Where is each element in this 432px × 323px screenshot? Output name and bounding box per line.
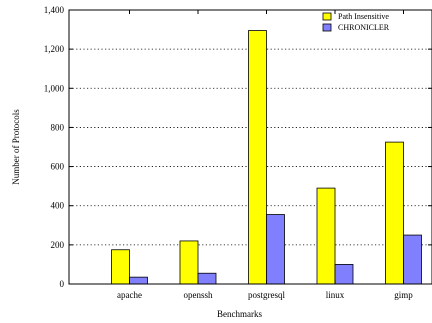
x-axis-label: Benchmarks — [217, 309, 262, 319]
bar-postgresql-path-insensitive — [248, 30, 267, 285]
bar-openssh-chronicler — [197, 272, 217, 285]
legend: Path Insensitive CHRONICLER — [322, 12, 390, 32]
legend-swatch — [322, 23, 332, 32]
bar-openssh-path-insensitive — [179, 240, 199, 285]
y-tick-label: 1,000 — [44, 83, 65, 93]
legend-swatch — [322, 12, 332, 21]
y-tick-label: 1,400 — [44, 5, 65, 15]
x-tick-label: linux — [326, 290, 345, 300]
bar-linux-path-insensitive — [316, 187, 336, 285]
legend-label: Path Insensitive — [338, 12, 389, 21]
bar-postgresql-chronicler — [266, 214, 285, 285]
legend-label: CHRONICLER — [338, 23, 390, 32]
x-axis-ticks: apache openssh postgresql linux gimp — [117, 10, 413, 300]
x-tick-label: postgresql — [248, 290, 285, 300]
bar-gimp-chronicler — [403, 234, 422, 285]
y-axis-ticks: 0 200 400 600 800 1,000 1,200 1,400 — [44, 5, 432, 289]
y-tick-label: 200 — [51, 240, 65, 250]
bar-apache-chronicler — [129, 276, 148, 285]
y-tick-label: 600 — [51, 162, 65, 172]
x-tick-label: apache — [117, 290, 142, 300]
bar-gimp-path-insensitive — [385, 141, 404, 285]
gridlines — [69, 48, 432, 246]
y-tick-label: 1,200 — [44, 44, 65, 54]
plot-frame — [68, 9, 432, 285]
y-tick-label: 400 — [51, 201, 65, 211]
x-tick-label: openssh — [184, 290, 213, 300]
y-tick-label: 0 — [60, 279, 65, 289]
bar-apache-path-insensitive — [111, 249, 130, 285]
y-axis-label: Number of Protocols — [11, 109, 21, 185]
bars — [111, 30, 422, 285]
bar-linux-chronicler — [334, 264, 354, 285]
y-tick-label: 800 — [51, 122, 65, 132]
x-tick-label: gimp — [394, 290, 413, 300]
